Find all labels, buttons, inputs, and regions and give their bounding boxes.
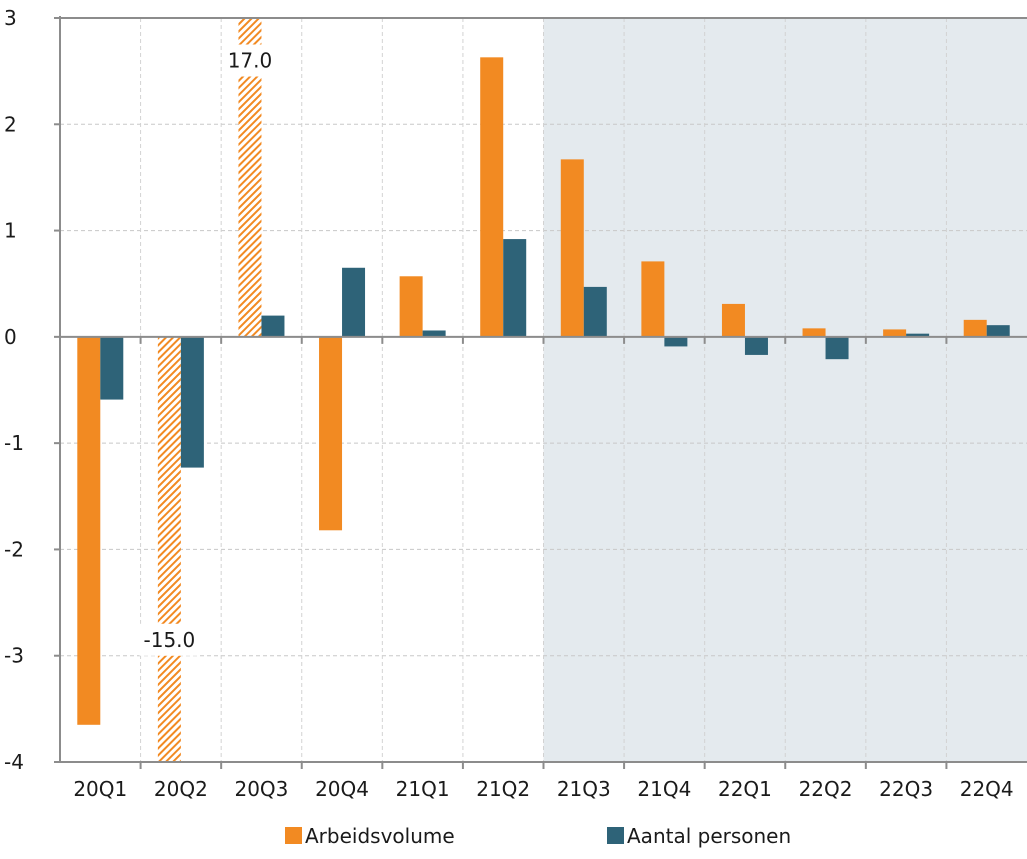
y-tick-label: -2 (4, 537, 24, 561)
bar-arbeidsvolume-21q3 (561, 159, 584, 336)
bar-aantal-personen-21q4 (664, 337, 687, 347)
x-tick-label-22q4: 22Q4 (960, 777, 1014, 801)
y-tick-label: 2 (4, 112, 17, 136)
y-tick-label: -1 (4, 431, 24, 455)
data-label-20q3: 17.0 (228, 49, 273, 73)
x-tick-label-21q2: 21Q2 (476, 777, 530, 801)
bar-aantal-personen-21q2 (503, 239, 526, 337)
y-tick-label: 3 (4, 6, 17, 30)
y-tick-label: 0 (4, 325, 17, 349)
data-label-20q2: -15.0 (144, 628, 196, 652)
bar-arbeidsvolume-20q1 (77, 337, 100, 725)
bar-arbeidsvolume-22q2 (803, 328, 826, 337)
legend-label-arbeidsvolume: Arbeidsvolume (305, 824, 455, 848)
bar-arbeidsvolume-22q1 (722, 304, 745, 337)
legend-label-aantal-personen: Aantal personen (627, 824, 791, 848)
x-tick-label-22q3: 22Q3 (879, 777, 933, 801)
x-tick-label-21q3: 21Q3 (557, 777, 611, 801)
bar-arbeidsvolume-22q4 (964, 320, 987, 337)
bar-aantal-personen-22q1 (745, 337, 768, 355)
bar-arbeidsvolume-20q2 (158, 337, 181, 762)
x-tick-label-20q2: 20Q2 (154, 777, 208, 801)
bar-arbeidsvolume-22q3 (883, 329, 906, 336)
bar-aantal-personen-20q2 (181, 337, 204, 468)
legend-swatch-aantal-personen (607, 827, 624, 844)
legend-swatch-arbeidsvolume (285, 827, 302, 844)
x-tick-label-20q1: 20Q1 (73, 777, 127, 801)
bar-arbeidsvolume-21q4 (641, 261, 664, 336)
bar-aantal-personen-22q4 (987, 325, 1010, 337)
bar-aantal-personen-21q3 (584, 287, 607, 337)
bar-aantal-personen-20q4 (342, 268, 365, 337)
bar-aantal-personen-20q3 (261, 316, 284, 337)
x-tick-label-20q3: 20Q3 (234, 777, 288, 801)
y-tick-label: -3 (4, 644, 24, 668)
x-tick-label-22q1: 22Q1 (718, 777, 772, 801)
x-tick-label-20q4: 20Q4 (315, 777, 369, 801)
y-tick-label: -4 (4, 750, 24, 774)
y-tick-label: 1 (4, 219, 17, 243)
bar-arbeidsvolume-21q2 (480, 57, 503, 337)
bar-aantal-personen-22q2 (826, 337, 849, 359)
bar-aantal-personen-20q1 (100, 337, 123, 400)
bar-arbeidsvolume-21q1 (400, 276, 423, 337)
x-tick-label-22q2: 22Q2 (799, 777, 853, 801)
x-tick-label-21q1: 21Q1 (396, 777, 450, 801)
bar-arbeidsvolume-20q4 (319, 337, 342, 530)
x-tick-label-21q4: 21Q4 (637, 777, 691, 801)
